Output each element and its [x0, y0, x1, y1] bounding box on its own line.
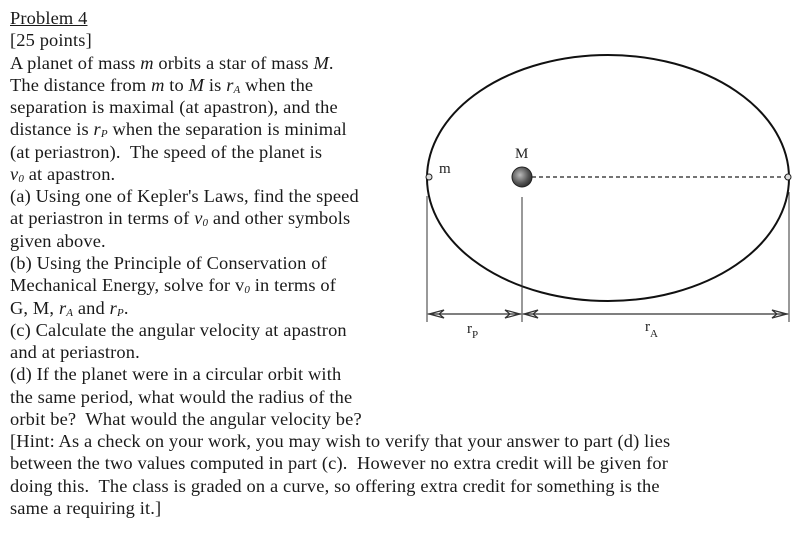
- text-segment: is: [204, 74, 227, 95]
- text-line: separation is maximal (at apastron), and…: [10, 96, 338, 118]
- math-symbol: M: [188, 74, 205, 95]
- math-symbol: m: [151, 74, 165, 95]
- text-segment: [Hint: As a check on your work, you may …: [10, 431, 671, 452]
- text-segment: .: [123, 297, 129, 318]
- text-line: at periastron in terms of v0 and other s…: [10, 207, 350, 234]
- text-line: v0 at apastron.: [10, 163, 115, 190]
- text-segment: (a) Using one of Kepler's Laws, find the…: [10, 186, 359, 207]
- text-segment: A planet of mass: [10, 52, 141, 73]
- text-segment: (d) If the planet were in a circular orb…: [10, 364, 342, 385]
- subscript: 0: [244, 284, 250, 297]
- subscript: 0: [202, 217, 209, 230]
- text-segment: and at periastron.: [10, 342, 140, 363]
- text-segment: in terms of: [249, 275, 337, 296]
- text-line: (d) If the planet were in a circular orb…: [10, 363, 341, 385]
- text-line: (c) Calculate the angular velocity at ap…: [10, 319, 347, 341]
- math-symbol: r: [109, 297, 117, 318]
- text-segment: at periastron in terms of: [10, 208, 195, 229]
- text-line: (a) Using one of Kepler's Laws, find the…: [10, 185, 359, 207]
- text-segment: same a requiring it.]: [10, 497, 162, 518]
- ra-label: rA: [645, 319, 658, 340]
- orbit-ellipse: [426, 54, 790, 302]
- text-line: distance is rP when the separation is mi…: [10, 118, 347, 145]
- math-symbol: M: [313, 52, 329, 73]
- math-symbol: v: [10, 163, 19, 184]
- planet-apastron-dot: [784, 173, 792, 181]
- text-line: and at periastron.: [10, 341, 140, 363]
- math-symbol: r: [226, 74, 234, 95]
- text-line: (b) Using the Principle of Conservation …: [10, 252, 327, 274]
- text-segment: given above.: [10, 230, 106, 251]
- text-line: Mechanical Energy, solve for v0 in terms…: [10, 274, 336, 301]
- text-line: [25 points]: [10, 29, 92, 51]
- text-segment: (at periastron). The speed of the planet…: [10, 141, 323, 162]
- text-segment: orbit be? What would the angular velocit…: [10, 408, 362, 429]
- text-segment: (b) Using the Principle of Conservation …: [10, 252, 327, 273]
- text-segment: separation is maximal (at apastron), and…: [10, 97, 338, 118]
- text-line: (at periastron). The speed of the planet…: [10, 141, 322, 163]
- text-line: the same period, what would the radius o…: [10, 386, 352, 408]
- text-segment: .: [328, 52, 334, 73]
- text-line: doing this. The class is graded on a cur…: [10, 475, 660, 497]
- math-symbol: v: [194, 208, 203, 229]
- text-segment: distance is: [10, 119, 94, 140]
- math-symbol: r: [93, 119, 101, 140]
- rp-dimension-arrow: [426, 309, 523, 319]
- text-segment: orbits a star of mass: [153, 52, 314, 73]
- text-segment: (c) Calculate the angular velocity at ap…: [10, 319, 347, 340]
- planet-label: m: [439, 161, 451, 177]
- text-line: orbit be? What would the angular velocit…: [10, 408, 362, 430]
- text-segment: G, M,: [10, 297, 59, 318]
- text-line: G, M, rA and rP.: [10, 297, 129, 324]
- rp-label: rP: [467, 321, 478, 341]
- math-symbol: m: [140, 52, 154, 73]
- text-segment: between the two values computed in part …: [10, 453, 669, 474]
- text-segment: The distance from: [10, 74, 152, 95]
- subscript: A: [66, 306, 74, 319]
- text-segment: [25 points]: [10, 30, 92, 51]
- text-segment: Mechanical Energy, solve for v: [10, 275, 245, 296]
- text-segment: to: [164, 74, 189, 95]
- text-segment: when the separation is minimal: [107, 119, 347, 140]
- ra-dimension-arrow: [521, 309, 790, 319]
- text-segment: Problem 4: [10, 8, 88, 28]
- subscript: A: [233, 83, 241, 96]
- text-line: given above.: [10, 230, 106, 252]
- text-line: between the two values computed in part …: [10, 452, 668, 474]
- text-line: A planet of mass m orbits a star of mass…: [10, 52, 334, 74]
- text-line: same a requiring it.]: [10, 497, 161, 519]
- text-segment: when the: [240, 74, 314, 95]
- text-segment: and: [73, 297, 110, 318]
- text-line: Problem 4: [10, 7, 87, 29]
- subscript: P: [116, 306, 124, 319]
- text-line: [Hint: As a check on your work, you may …: [10, 430, 670, 452]
- star: [511, 166, 533, 188]
- text-line: The distance from m to M is rA when the: [10, 74, 313, 101]
- subscript: 0: [18, 172, 24, 185]
- text-segment: doing this. The class is graded on a cur…: [10, 475, 660, 496]
- text-segment: at apastron.: [23, 163, 116, 184]
- text-segment: and other symbols: [208, 208, 351, 229]
- subscript: P: [100, 128, 108, 141]
- planet-periastron-dot: [425, 173, 433, 181]
- star-label: M: [515, 146, 528, 162]
- math-symbol: r: [58, 297, 67, 318]
- text-segment: the same period, what would the radius o…: [10, 386, 353, 407]
